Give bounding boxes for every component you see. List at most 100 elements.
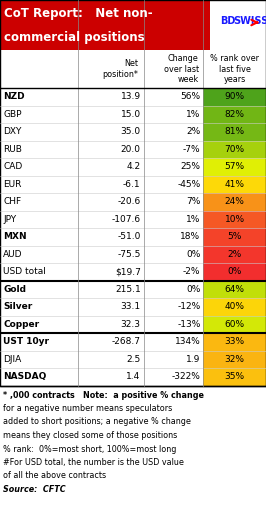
- Text: means they closed some of those positions: means they closed some of those position…: [3, 431, 177, 440]
- Text: 82%: 82%: [225, 110, 245, 119]
- Bar: [203, 175, 266, 193]
- Text: CoT Report:   Net non-: CoT Report: Net non-: [4, 8, 153, 21]
- Text: JPY: JPY: [3, 215, 16, 224]
- Text: -2%: -2%: [183, 267, 201, 276]
- Bar: [203, 105, 266, 123]
- Text: 35.0: 35.0: [120, 127, 141, 136]
- Text: -51.0: -51.0: [117, 232, 141, 241]
- Text: Net
position*: Net position*: [103, 59, 138, 79]
- Text: 32%: 32%: [225, 355, 245, 364]
- Bar: [0, 315, 266, 333]
- Text: 24%: 24%: [225, 197, 245, 206]
- Text: BD: BD: [220, 16, 236, 26]
- Text: 5%: 5%: [227, 232, 242, 241]
- Text: 134%: 134%: [175, 337, 201, 346]
- Bar: [203, 281, 266, 298]
- Text: -7%: -7%: [183, 145, 201, 154]
- Text: CAD: CAD: [3, 162, 22, 171]
- Text: 56%: 56%: [180, 92, 201, 101]
- Bar: [203, 263, 266, 281]
- Text: added to short positions; a negative % change: added to short positions; a negative % c…: [3, 417, 191, 427]
- Bar: [203, 315, 266, 333]
- Text: Change
over last
week: Change over last week: [164, 54, 199, 84]
- Bar: [203, 368, 266, 385]
- Text: CHF: CHF: [3, 197, 21, 206]
- Text: RUB: RUB: [3, 145, 22, 154]
- Text: % rank:  0%=most short, 100%=most long: % rank: 0%=most short, 100%=most long: [3, 444, 176, 454]
- Bar: [0, 88, 266, 105]
- Text: -268.7: -268.7: [112, 337, 141, 346]
- Text: * ,000 contracts   Note:  a positive % change: * ,000 contracts Note: a positive % chan…: [3, 391, 204, 399]
- Text: 40%: 40%: [225, 302, 245, 311]
- Text: 4.2: 4.2: [127, 162, 141, 171]
- Bar: [0, 158, 266, 175]
- Text: 25%: 25%: [181, 162, 201, 171]
- Text: Source:  CFTC: Source: CFTC: [3, 485, 66, 494]
- Text: 33%: 33%: [225, 337, 245, 346]
- Bar: [203, 333, 266, 350]
- Text: 35%: 35%: [225, 372, 245, 381]
- Text: -6.1: -6.1: [123, 180, 141, 189]
- Text: MXN: MXN: [3, 232, 27, 241]
- Bar: [0, 175, 266, 193]
- Text: -13%: -13%: [177, 320, 201, 329]
- Bar: [203, 298, 266, 315]
- Text: commercial positions: commercial positions: [4, 31, 145, 44]
- Text: 64%: 64%: [225, 285, 245, 294]
- Bar: [0, 298, 266, 315]
- Bar: [0, 50, 266, 88]
- Bar: [203, 246, 266, 263]
- Bar: [0, 0, 210, 50]
- Bar: [0, 228, 266, 246]
- Text: 2%: 2%: [228, 250, 242, 259]
- Text: of all the above contracts: of all the above contracts: [3, 472, 106, 480]
- Text: 70%: 70%: [225, 145, 245, 154]
- Bar: [203, 228, 266, 246]
- Text: $19.7: $19.7: [115, 267, 141, 276]
- Bar: [0, 193, 266, 211]
- Text: #For USD total, the number is the USD value: #For USD total, the number is the USD va…: [3, 458, 184, 467]
- Bar: [203, 140, 266, 158]
- Text: 13.9: 13.9: [120, 92, 141, 101]
- Bar: [203, 193, 266, 211]
- Bar: [0, 105, 266, 123]
- Text: 0%: 0%: [227, 267, 242, 276]
- Bar: [203, 88, 266, 105]
- Bar: [0, 281, 266, 298]
- Text: 1.4: 1.4: [126, 372, 141, 381]
- Text: 41%: 41%: [225, 180, 245, 189]
- Text: NASDAQ: NASDAQ: [3, 372, 46, 381]
- Text: UST 10yr: UST 10yr: [3, 337, 49, 346]
- Bar: [0, 350, 266, 368]
- Text: -75.5: -75.5: [117, 250, 141, 259]
- Text: NZD: NZD: [3, 92, 25, 101]
- Text: 215.1: 215.1: [115, 285, 141, 294]
- Text: 90%: 90%: [225, 92, 245, 101]
- Text: 60%: 60%: [225, 320, 245, 329]
- Text: 32.3: 32.3: [121, 320, 141, 329]
- Text: -20.6: -20.6: [117, 197, 141, 206]
- Bar: [0, 368, 266, 385]
- Text: for a negative number means speculators: for a negative number means speculators: [3, 404, 172, 413]
- Text: 81%: 81%: [225, 127, 245, 136]
- Bar: [0, 0, 266, 385]
- Text: 0%: 0%: [186, 285, 201, 294]
- Text: 18%: 18%: [180, 232, 201, 241]
- Text: % rank over
last five
years: % rank over last five years: [210, 54, 259, 84]
- Text: 15.0: 15.0: [120, 110, 141, 119]
- Text: DJIA: DJIA: [3, 355, 21, 364]
- Text: 1%: 1%: [186, 215, 201, 224]
- Text: GBP: GBP: [3, 110, 22, 119]
- Text: 2.5: 2.5: [126, 355, 141, 364]
- Bar: [0, 211, 266, 228]
- Text: 20.0: 20.0: [121, 145, 141, 154]
- Bar: [0, 333, 266, 350]
- Bar: [203, 123, 266, 140]
- Text: 10%: 10%: [225, 215, 245, 224]
- Text: -45%: -45%: [177, 180, 201, 189]
- Bar: [0, 123, 266, 140]
- Text: -107.6: -107.6: [111, 215, 141, 224]
- Text: AUD: AUD: [3, 250, 23, 259]
- Text: 7%: 7%: [186, 197, 201, 206]
- Bar: [203, 211, 266, 228]
